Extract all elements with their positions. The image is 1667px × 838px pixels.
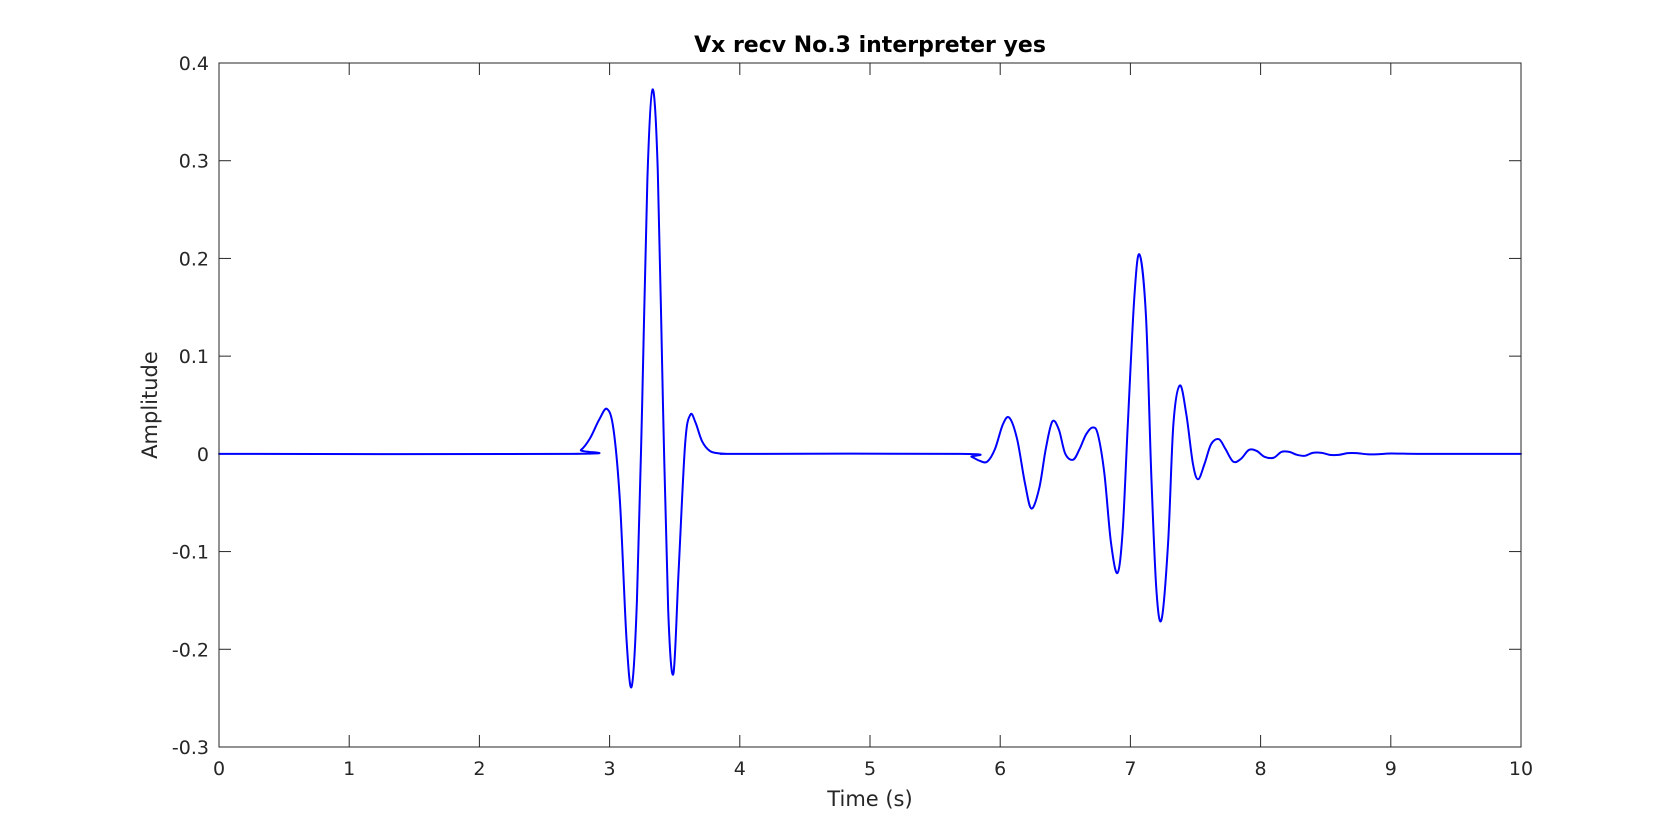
x-tick-label: 10 <box>1509 758 1533 780</box>
axes-box <box>218 62 1522 748</box>
x-tick-label: 5 <box>864 758 876 780</box>
axes-background <box>219 63 1521 747</box>
y-tick-label: 0.1 <box>179 346 209 368</box>
y-tick-label: 0.4 <box>179 53 209 75</box>
x-tick-label: 7 <box>1124 758 1136 780</box>
x-tick-label: 3 <box>604 758 616 780</box>
x-tick-labels: 0 1 2 3 4 5 6 7 8 9 10 <box>213 758 1533 780</box>
y-tick-label: 0 <box>197 444 209 466</box>
y-tick-label: -0.2 <box>172 639 209 661</box>
x-tick-label: 9 <box>1385 758 1397 780</box>
chart-title: Vx recv No.3 interpreter yes <box>694 33 1046 58</box>
x-tick-label: 4 <box>734 758 746 780</box>
x-tick-label: 8 <box>1255 758 1267 780</box>
y-tick-label: 0.3 <box>179 151 209 173</box>
y-tick-label: -0.3 <box>172 737 209 759</box>
x-tick-label: 1 <box>343 758 355 780</box>
y-tick-label: -0.1 <box>172 542 209 564</box>
x-tick-label: 6 <box>994 758 1006 780</box>
x-axis-label: Time (s) <box>826 787 912 811</box>
series-line <box>218 88 1522 689</box>
x-tick-label: 2 <box>473 758 485 780</box>
y-tick-labels: -0.3 -0.2 -0.1 0 0.1 0.2 0.3 0.4 <box>172 53 209 759</box>
y-tick-label: 0.2 <box>179 248 209 270</box>
x-tick-label: 0 <box>213 758 225 780</box>
y-axis-label: Amplitude <box>138 351 162 459</box>
